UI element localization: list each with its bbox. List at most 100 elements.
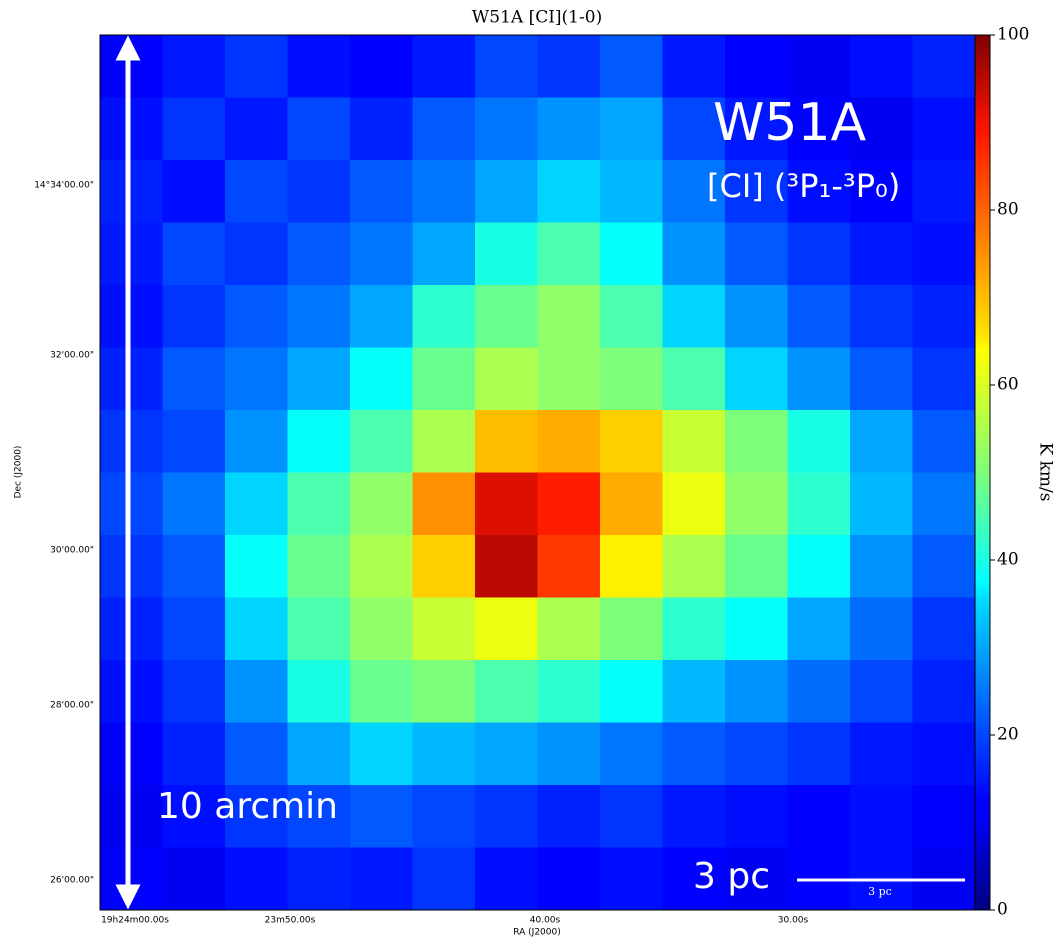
heatmap-cell [475,472,538,536]
heatmap-cell [537,347,601,411]
heatmap-cell [787,535,851,598]
heatmap-cell [662,847,726,911]
heatmap-cell [662,97,726,161]
x-tick-label: 30.00s [778,916,809,926]
colorbar-tick-label: 40 [997,550,1019,570]
heatmap-cell [725,35,788,98]
heatmap-cell [475,35,538,98]
x-tick-label: 40.00s [530,916,561,926]
heatmap-cell [537,222,601,286]
heatmap-cell [412,285,476,348]
annotation: W51A [713,93,867,153]
heatmap-cell [350,472,413,536]
heatmap-cell [912,285,976,348]
heatmap-cell [350,660,413,723]
heatmap-cell [537,847,601,911]
heatmap-cell [600,660,663,723]
heatmap-cell [412,222,476,286]
heatmap-cell [225,472,288,536]
heatmap-cell [662,222,726,286]
heatmap-cell [475,660,538,723]
heatmap-cell [662,410,726,473]
heatmap-cell [850,660,913,723]
heatmap-cell [725,285,788,348]
heatmap-cell [350,222,413,286]
heatmap-cell [225,285,288,348]
colorbar-tick-label: 0 [997,900,1008,920]
heatmap-cell [100,222,163,286]
heatmap-cell [912,597,976,661]
heatmap-cell [787,35,851,98]
heatmap-cell [100,597,163,661]
heatmap-cell [162,410,226,473]
heatmap-cell [537,285,601,348]
x-tick-label: 19h24m00.00s [101,916,169,926]
heatmap-cell [162,160,226,223]
heatmap-cell [100,660,163,723]
heatmap-cell [600,410,663,473]
colorbar-tick-label: 100 [997,25,1029,45]
heatmap-cell [662,160,726,223]
y-tick-label: 32'00.00" [50,351,94,361]
chart-title: W51A [CI](1-0) [472,8,602,28]
heatmap-cell [350,785,413,848]
heatmap-cell [100,347,163,411]
heatmap-cell [162,285,226,348]
heatmap-cell [850,285,913,348]
heatmap-cell [725,347,788,411]
heatmap-cell [100,285,163,348]
y-tick-label: 14°34'00.00" [34,181,94,191]
heatmap-cell [912,222,976,286]
heatmap-cell [412,410,476,473]
heatmap-cell [662,35,726,98]
heatmap-cell [850,597,913,661]
heatmap-cell [350,160,413,223]
y-axis-label: Dec (J2000) [14,446,24,499]
annotation: 10 arcmin [157,786,338,827]
annotation: 3 pc [693,856,770,897]
heatmap-cell [662,785,726,848]
heatmap-cell [912,785,976,848]
heatmap-cell [787,722,851,786]
heatmap-cell [850,35,913,98]
heatmap-cell [225,785,288,848]
heatmap-cell [475,535,538,598]
heatmap-cell [725,597,788,661]
heatmap-cell [725,722,788,786]
heatmap-cell [912,410,976,473]
heatmap-cell [100,535,163,598]
heatmap-cell [225,347,288,411]
heatmap-cell [100,847,163,911]
heatmap-cell [662,472,726,536]
heatmap-cell [787,472,851,536]
heatmap-cell [475,160,538,223]
heatmap-cell [475,347,538,411]
heatmap-cell [162,97,226,161]
heatmap-cell [412,347,476,411]
heatmap-cell [100,785,163,848]
heatmap-cell [912,472,976,536]
heatmap-cell [412,660,476,723]
colorbar-tick-label: 20 [997,725,1019,745]
heatmap-cell [287,222,351,286]
heatmap-cell [850,410,913,473]
heatmap-cell [225,847,288,911]
heatmap-cell [787,285,851,348]
heatmap-cell [475,597,538,661]
heatmap-cell [100,722,163,786]
heatmap-cell [787,660,851,723]
heatmap-cell [725,472,788,536]
heatmap-cell [850,535,913,598]
heatmap-cell [287,35,351,98]
heatmap-cell [162,347,226,411]
heatmap-cell [350,35,413,98]
heatmap-cell [225,35,288,98]
heatmap-cell [162,35,226,98]
heatmap-cell [662,660,726,723]
heatmap-cell [850,97,913,161]
x-axis-label: RA (J2000) [513,928,561,938]
heatmap-cell [850,160,913,223]
heatmap-cell [287,472,351,536]
y-tick-label: 26'00.00" [50,876,94,886]
